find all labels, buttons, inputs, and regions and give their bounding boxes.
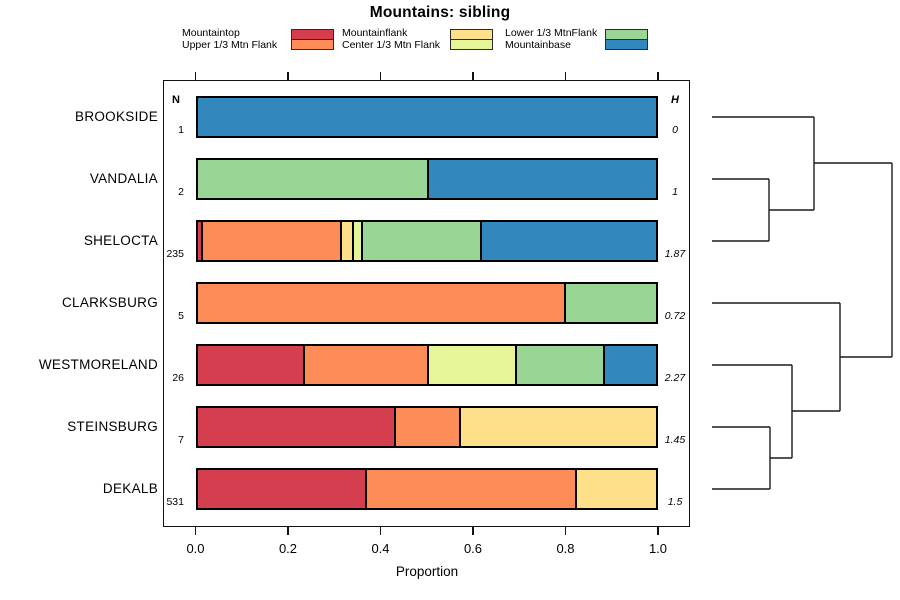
- legend-labels: Mountainflank Center 1/3 Mtn Flank: [342, 27, 441, 51]
- row-label: DEKALB: [102, 481, 158, 496]
- n-column-header: N: [172, 94, 180, 106]
- row-label: CLARKSBURG: [61, 295, 158, 310]
- legend-label: Center 1/3 Mtn Flank: [342, 38, 441, 51]
- x-axis-top-tick: [287, 72, 289, 80]
- stacked-bar: [195, 468, 658, 510]
- legend-label: Lower 1/3 MtnFlank: [505, 27, 598, 39]
- legend-column: Lower 1/3 MtnFlank Mountainbase: [505, 27, 648, 51]
- stacked-bar: [195, 96, 658, 138]
- bar-segment: [197, 470, 366, 508]
- legend-label: Mountaintop: [182, 27, 240, 39]
- bar-segment: [197, 222, 202, 260]
- legend-swatch: [291, 39, 334, 50]
- plot-panel-border: [163, 80, 690, 527]
- x-axis-top-tick: [379, 72, 382, 80]
- bar-segment: [197, 160, 427, 198]
- bar-segment: [365, 470, 575, 508]
- legend-swatch: [450, 39, 493, 50]
- bar-segment: [426, 160, 656, 198]
- chart-title: Mountains: sibling: [369, 4, 511, 21]
- n-value: 1: [178, 124, 184, 136]
- x-axis-bottom-tick: [194, 527, 197, 535]
- row-label: BROOKSIDE: [75, 109, 158, 124]
- h-value: 1.5: [667, 496, 683, 508]
- n-value: 235: [166, 248, 184, 260]
- bar-segment: [459, 408, 656, 446]
- x-axis-top-tick: [657, 72, 659, 80]
- h-value: 1.87: [664, 248, 686, 260]
- legend-label: Mountainflank: [342, 27, 408, 39]
- bar-segment: [351, 222, 362, 260]
- x-axis-title: Proportion: [395, 564, 459, 579]
- bar-segment: [339, 222, 352, 260]
- h-value: 1.45: [664, 434, 686, 446]
- bar-segment: [197, 98, 656, 136]
- n-value: 2: [178, 186, 184, 198]
- n-value: 5: [178, 310, 184, 322]
- x-axis-top-tick: [194, 72, 197, 80]
- x-axis-tick-label: 0.2: [278, 541, 298, 556]
- h-value: 0.72: [664, 310, 686, 322]
- legend-labels: Lower 1/3 MtnFlank Mountainbase: [505, 27, 598, 51]
- stacked-bar: [195, 158, 658, 200]
- h-value: 0: [672, 124, 678, 136]
- h-column-header: H: [671, 94, 679, 106]
- x-axis-tick-label: 1.0: [648, 541, 668, 556]
- bar-segment: [394, 408, 460, 446]
- x-axis-bottom-tick: [564, 527, 567, 535]
- x-axis-tick-label: 0.6: [463, 541, 483, 556]
- bar-segment: [197, 284, 565, 322]
- x-axis-bottom-tick: [472, 527, 474, 535]
- bar-segment: [303, 346, 427, 384]
- bar-segment: [201, 222, 340, 260]
- row-label: STEINSBURG: [67, 419, 158, 434]
- x-axis-top-tick: [472, 72, 474, 80]
- bar-segment: [564, 284, 656, 322]
- legend-swatches: [291, 29, 334, 50]
- stacked-bar: [195, 406, 658, 448]
- legend-label: Mountainbase: [505, 38, 571, 51]
- legend-column: Mountaintop Upper 1/3 Mtn Flank: [182, 27, 334, 51]
- x-axis-tick-label: 0.4: [371, 541, 390, 556]
- n-value: 7: [178, 434, 184, 446]
- x-axis-tick-label: 0.8: [556, 541, 575, 556]
- legend-column: Mountainflank Center 1/3 Mtn Flank: [342, 27, 493, 51]
- bar-segment: [361, 222, 481, 260]
- legend-swatches: [605, 29, 648, 50]
- bar-segment: [574, 470, 656, 508]
- x-axis-bottom-tick: [657, 527, 659, 535]
- stacked-bar: [195, 344, 658, 386]
- x-axis-bottom-tick: [287, 527, 289, 535]
- legend-swatches: [450, 29, 493, 50]
- h-value: 2.27: [664, 372, 686, 384]
- x-axis-bottom-tick: [379, 527, 382, 535]
- bar-segment: [603, 346, 656, 384]
- n-value: 531: [166, 496, 184, 508]
- legend-label: Upper 1/3 Mtn Flank: [182, 38, 278, 51]
- bar-segment: [197, 346, 304, 384]
- x-axis-top-tick: [564, 72, 567, 80]
- bar-segment: [480, 222, 656, 260]
- row-label: VANDALIA: [89, 171, 158, 186]
- bar-segment: [426, 346, 515, 384]
- legend-swatch: [605, 39, 648, 50]
- bar-segment: [514, 346, 604, 384]
- row-label: WESTMORELAND: [38, 357, 158, 372]
- stacked-bar: [195, 220, 658, 262]
- stacked-bar: [195, 282, 658, 324]
- legend-labels: Mountaintop Upper 1/3 Mtn Flank: [182, 27, 283, 51]
- row-label: SHELOCTA: [83, 233, 158, 248]
- bar-segment: [197, 408, 394, 446]
- x-axis-tick-label: 0.0: [186, 541, 205, 556]
- h-value: 1: [672, 186, 678, 198]
- n-value: 26: [172, 372, 184, 384]
